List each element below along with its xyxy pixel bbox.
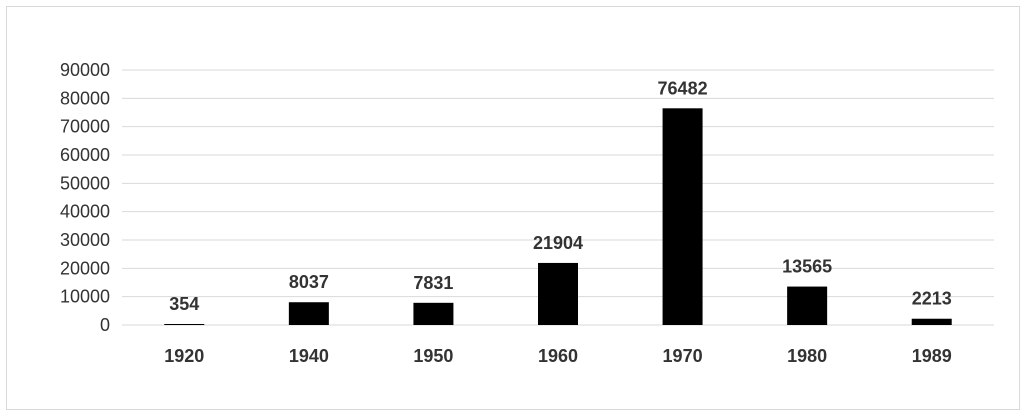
data-label-1920: 354 <box>169 294 199 314</box>
x-tick-label-1989: 1989 <box>912 346 952 366</box>
x-tick-label-1920: 1920 <box>164 346 204 366</box>
data-label-1989: 2213 <box>912 289 952 309</box>
data-label-1950: 7831 <box>413 273 453 293</box>
data-label-1960: 21904 <box>533 233 583 253</box>
y-tick-label-60000: 60000 <box>60 145 110 165</box>
y-tick-label-30000: 30000 <box>60 230 110 250</box>
y-tick-label-70000: 70000 <box>60 117 110 137</box>
y-tick-label-20000: 20000 <box>60 258 110 278</box>
x-tick-label-1960: 1960 <box>538 346 578 366</box>
y-tick-label-0: 0 <box>100 315 110 335</box>
bar-1989 <box>911 318 952 325</box>
y-tick-label-40000: 40000 <box>60 202 110 222</box>
bar-1980 <box>787 286 828 325</box>
y-tick-label-10000: 10000 <box>60 287 110 307</box>
bar-1920 <box>164 323 205 325</box>
bar-1950 <box>413 302 454 325</box>
bar-1970 <box>662 108 703 326</box>
x-tick-label-1970: 1970 <box>663 346 703 366</box>
data-label-1980: 13565 <box>782 257 832 277</box>
y-tick-label-80000: 80000 <box>60 88 110 108</box>
y-tick-label-50000: 50000 <box>60 173 110 193</box>
x-tick-label-1950: 1950 <box>413 346 453 366</box>
x-tick-label-1940: 1940 <box>289 346 329 366</box>
bar-1940 <box>288 302 329 325</box>
x-tick-label-1980: 1980 <box>787 346 827 366</box>
chart-frame <box>6 6 1020 410</box>
data-label-1940: 8037 <box>289 272 329 292</box>
y-tick-label-90000: 90000 <box>60 60 110 80</box>
data-label-1970: 76482 <box>658 78 708 98</box>
bar-1960 <box>538 262 578 325</box>
